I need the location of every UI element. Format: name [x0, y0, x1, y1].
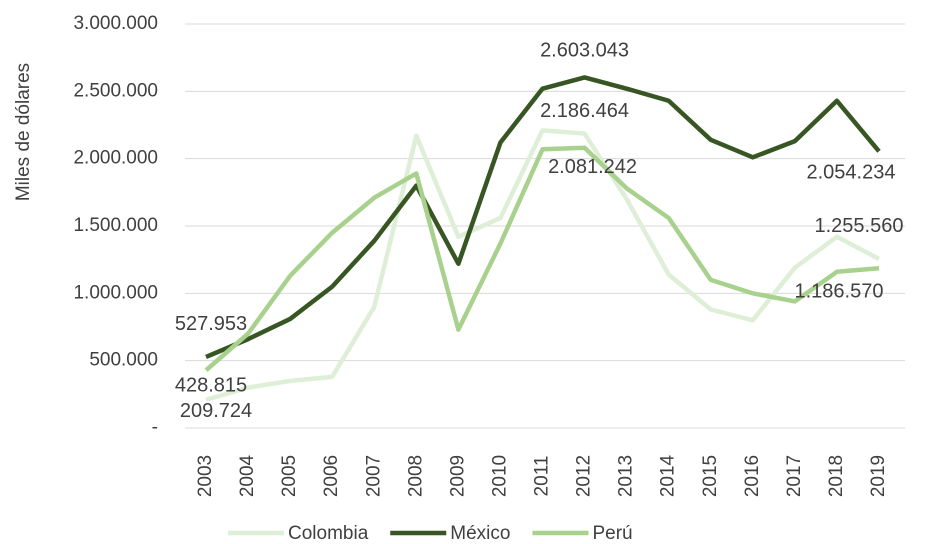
legend-label: México [450, 523, 510, 544]
x-tick-label: 2016 [742, 455, 763, 497]
y-tick-label: 1.000.000 [73, 282, 158, 303]
x-tick-label: 2008 [405, 455, 426, 497]
y-tick-label: 1.500.000 [73, 215, 158, 236]
x-tick-label: 2011 [532, 456, 553, 497]
line-series [205, 128, 881, 402]
data-label: 1.186.570 [794, 280, 883, 302]
data-label: 428.815 [175, 375, 247, 397]
y-tick-label: 500.000 [89, 350, 158, 371]
legend-label: Colombia [288, 523, 369, 544]
y-tick-label: - [152, 417, 158, 438]
data-label: 1.255.560 [814, 215, 903, 237]
x-tick-label: 2004 [237, 454, 258, 497]
data-label: 209.724 [180, 400, 252, 422]
x-tick-label: 2010 [489, 455, 510, 497]
data-label: 2.054.234 [806, 162, 895, 184]
y-tick-label: 3.000.000 [73, 13, 158, 34]
y-axis-label: Miles de dólares [13, 63, 34, 201]
x-tick-label: 2009 [447, 455, 468, 497]
x-tick-label: 2013 [616, 455, 637, 497]
x-tick-label: 2014 [658, 454, 679, 497]
data-label: 527.953 [175, 313, 247, 335]
line-series [204, 145, 880, 372]
line-series [205, 75, 881, 359]
x-tick-label: 2012 [574, 455, 595, 497]
x-tick-label: 2018 [826, 455, 847, 497]
y-tick-label: 2.000.000 [73, 148, 158, 169]
legend-label: Perú [592, 523, 632, 544]
data-label: 2.603.043 [540, 40, 629, 62]
data-label: 2.186.464 [540, 100, 629, 122]
x-tick-label: 2007 [363, 455, 384, 497]
y-tick-label: 2.500.000 [73, 80, 158, 101]
x-tick-label: 2006 [321, 455, 342, 497]
x-tick-label: 2017 [784, 455, 805, 497]
x-tick-label: 2015 [700, 455, 721, 497]
x-tick-label: 2005 [279, 455, 300, 497]
data-label: 2.081.242 [548, 156, 637, 178]
x-tick-label: 2003 [195, 455, 216, 497]
x-tick-label: 2019 [868, 455, 889, 497]
